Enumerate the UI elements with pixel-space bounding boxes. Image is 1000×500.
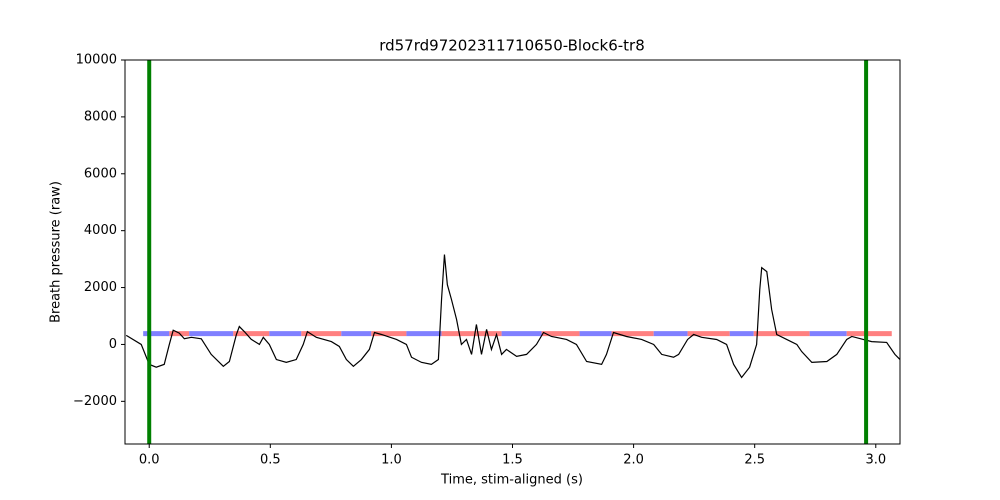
- x-tick-label: 3.0: [865, 453, 886, 468]
- trace-line: [125, 254, 900, 379]
- y-tick-label: 10000: [76, 53, 117, 68]
- y-tick-label: −2000: [73, 394, 117, 409]
- y-axis-label: Breath pressure (raw): [49, 181, 64, 323]
- x-tick-label: 1.0: [381, 453, 402, 468]
- y-tick-label: 0: [109, 337, 117, 352]
- x-tick-label: 2.5: [744, 453, 765, 468]
- x-tick-label: 2.0: [623, 453, 644, 468]
- x-tick-label: 0.0: [139, 453, 160, 468]
- plot-area: [125, 60, 900, 444]
- plot-frame: [124, 59, 901, 445]
- y-tick-label: 8000: [84, 109, 117, 124]
- y-tick-label: 6000: [84, 166, 117, 181]
- x-tick-label: 0.5: [260, 453, 281, 468]
- y-tick-label: 4000: [84, 223, 117, 238]
- y-tick-label: 2000: [84, 280, 117, 295]
- chart-title: rd57rd97202311710650-Block6-tr8: [379, 37, 645, 55]
- x-axis-label: Time, stim-aligned (s): [440, 473, 583, 488]
- x-tick-label: 1.5: [502, 453, 523, 468]
